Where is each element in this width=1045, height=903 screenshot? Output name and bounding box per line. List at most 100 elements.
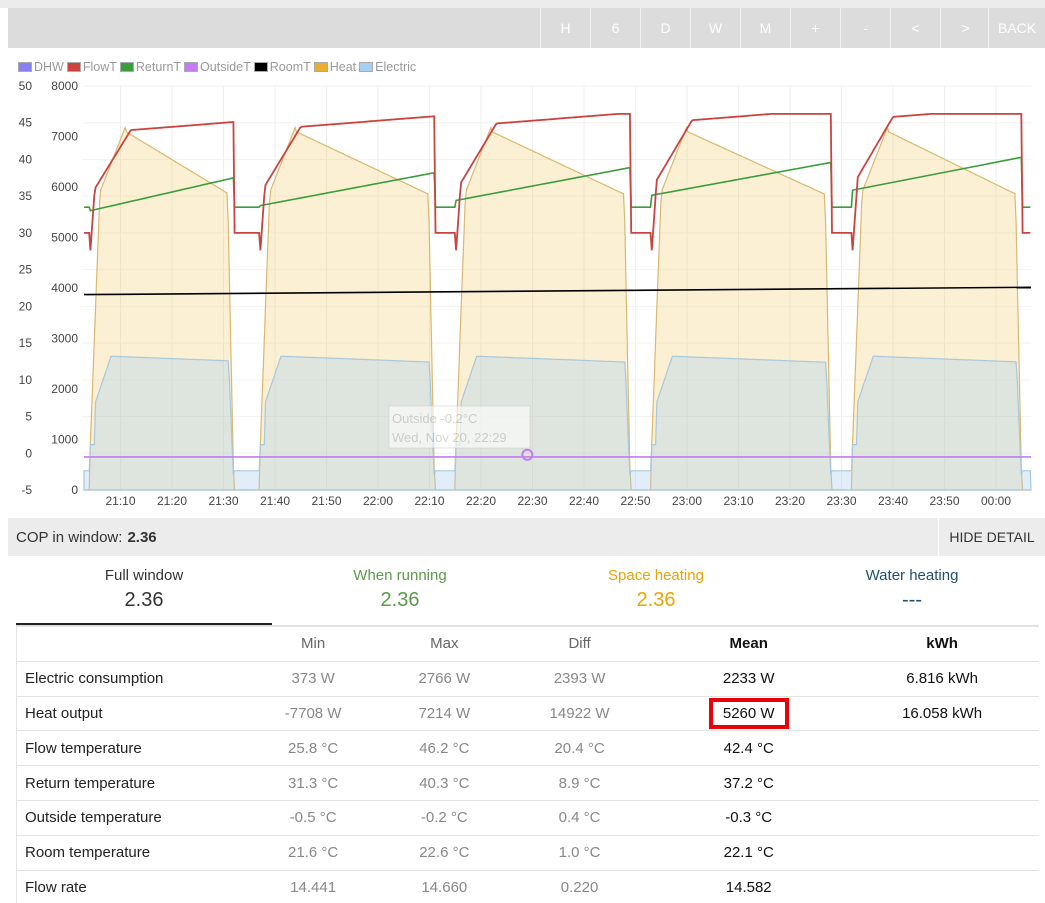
zoom-in-button[interactable]: + xyxy=(790,8,840,48)
cell-mean-highlighted: 5260 W xyxy=(652,696,846,732)
summary-when-running[interactable]: When running 2.36 xyxy=(272,563,528,625)
table-row-return-temp: Return temperature 31.3 °C 40.3 °C 8.9 °… xyxy=(16,765,1039,801)
cop-bar: COP in window: 2.36 HIDE DETAIL xyxy=(8,518,1045,556)
left-axis-tick: 40 xyxy=(19,152,33,166)
x-axis-tick: 23:20 xyxy=(775,494,805,508)
week-button[interactable]: W xyxy=(690,8,740,48)
hour-button[interactable]: H xyxy=(540,8,590,48)
chart-canvas[interactable]: 50454035302520151050-5800070006000500040… xyxy=(0,78,1045,512)
cell-diff: 20.4 °C xyxy=(506,730,653,767)
cell-kwh: 16.058 kWh xyxy=(845,696,1039,732)
cell-kwh xyxy=(845,730,1039,767)
legend-swatch-outsidet xyxy=(184,62,199,72)
back-button[interactable]: BACK xyxy=(988,8,1045,48)
x-axis-tick: 22:40 xyxy=(569,494,599,508)
legend-item-heat[interactable]: Heat xyxy=(313,60,357,74)
cop-summary: Full window 2.36 When running 2.36 Space… xyxy=(16,563,1039,625)
legend-label: Electric xyxy=(375,60,417,74)
legend-swatch-flowt xyxy=(66,62,81,72)
table-row-flow-rate: Flow rate 14.441 14.660 0.220 14.582 xyxy=(16,870,1039,903)
pan-right-button[interactable]: > xyxy=(940,8,990,48)
legend-item-flowt[interactable]: FlowT xyxy=(66,60,117,74)
x-axis-tick: 21:20 xyxy=(157,494,187,508)
left-axis-tick: 15 xyxy=(19,336,33,350)
x-axis-tick: 23:00 xyxy=(672,494,702,508)
legend-swatch-electric xyxy=(359,62,374,72)
header-mean: Mean xyxy=(652,626,846,662)
zoom-out-button[interactable]: - xyxy=(840,8,890,48)
return-temp-line xyxy=(84,156,1031,212)
legend-item-outsidet[interactable]: OutsideT xyxy=(184,60,251,74)
header-diff: Diff xyxy=(506,626,653,662)
x-axis-tick: 22:50 xyxy=(620,494,650,508)
cell-diff: 14922 W xyxy=(506,696,653,732)
right-axis-tick: 3000 xyxy=(51,332,78,346)
x-axis-tick: 23:50 xyxy=(929,494,959,508)
summary-space-heating[interactable]: Space heating 2.36 xyxy=(528,563,784,625)
cell-mean: 42.4 °C xyxy=(652,730,846,767)
legend-item-electric[interactable]: Electric xyxy=(359,60,416,74)
electric-series-area xyxy=(83,355,1032,491)
left-axis-tick: 35 xyxy=(19,189,33,203)
x-axis-tick: 22:10 xyxy=(414,494,444,508)
cop-label: COP in window: xyxy=(16,528,123,546)
tooltip-marker xyxy=(521,448,534,461)
cell-min: -0.5 °C xyxy=(244,800,382,836)
left-axis-tick: 45 xyxy=(19,116,33,130)
x-axis-tick: 21:50 xyxy=(311,494,341,508)
legend-label: Heat xyxy=(329,60,357,74)
legend-item-roomt[interactable]: RoomT xyxy=(253,60,311,74)
month-button[interactable]: M xyxy=(740,8,790,48)
legend-swatch-dhw xyxy=(18,62,32,72)
cell-max: 14.660 xyxy=(381,870,507,903)
x-axis-tick: 21:40 xyxy=(260,494,290,508)
left-axis-tick: 30 xyxy=(19,226,33,240)
legend-item-dhw[interactable]: DHW xyxy=(18,60,64,74)
table-header-row: Min Max Diff Mean kWh xyxy=(16,626,1039,662)
flow-temp-line xyxy=(84,113,1031,251)
right-axis-tick: 4000 xyxy=(51,281,78,295)
summary-value: --- xyxy=(902,589,922,611)
day-button[interactable]: D xyxy=(640,8,690,48)
pan-left-button[interactable]: < xyxy=(890,8,940,48)
right-axis-tick: 5000 xyxy=(51,231,78,245)
summary-value: 2.36 xyxy=(124,589,164,611)
x-axis-tick: 22:00 xyxy=(363,494,393,508)
row-label: Heat output xyxy=(16,696,245,732)
summary-title: When running xyxy=(353,567,447,584)
cell-diff: 0.220 xyxy=(506,870,653,903)
summary-water-heating[interactable]: Water heating --- xyxy=(784,563,1040,625)
cell-max: 7214 W xyxy=(381,696,507,732)
tooltip-box xyxy=(388,405,531,449)
cell-kwh xyxy=(845,765,1039,801)
cell-min: 25.8 °C xyxy=(244,730,382,767)
table-row-outside-temp: Outside temperature -0.5 °C -0.2 °C 0.4 … xyxy=(16,800,1039,836)
legend-swatch-heat xyxy=(313,62,328,72)
room-temp-line xyxy=(83,286,1032,296)
legend-label: RoomT xyxy=(269,60,311,74)
summary-divider xyxy=(16,625,1039,626)
cell-max: 22.6 °C xyxy=(381,835,507,871)
cell-kwh xyxy=(845,870,1039,903)
six-hour-button[interactable]: 6 xyxy=(590,8,640,48)
right-axis-tick: 0 xyxy=(71,483,78,497)
x-axis-tick: 21:30 xyxy=(208,494,238,508)
hide-detail-button[interactable]: HIDE DETAIL xyxy=(938,518,1045,556)
highlight-box: 5260 W xyxy=(708,697,789,729)
summary-full-window[interactable]: Full window 2.36 xyxy=(16,563,272,625)
cell-min: 373 W xyxy=(244,661,382,697)
right-axis-tick: 1000 xyxy=(51,433,78,447)
left-axis-tick: 20 xyxy=(19,299,33,313)
legend-item-returnt[interactable]: ReturnT xyxy=(119,60,181,74)
right-axis-tick: 2000 xyxy=(51,382,78,396)
left-axis-tick: 25 xyxy=(19,263,33,277)
chart-legend: DHW FlowT ReturnT OutsideT RoomT Heat El… xyxy=(18,60,419,74)
left-axis-tick: 5 xyxy=(25,410,32,424)
row-label: Room temperature xyxy=(16,835,245,871)
x-axis-tick: 22:30 xyxy=(517,494,547,508)
header-blank xyxy=(16,626,245,662)
heatpump-chart[interactable]: 50 45 40 35 30 25 20 15 10 5 0 -5 8000 7000 6000 5000 40… xyxy=(0,78,1045,512)
x-axis-tick: 23:30 xyxy=(826,494,856,508)
right-axis-tick: 6000 xyxy=(51,180,78,194)
cop-value: 2.36 xyxy=(127,528,157,546)
